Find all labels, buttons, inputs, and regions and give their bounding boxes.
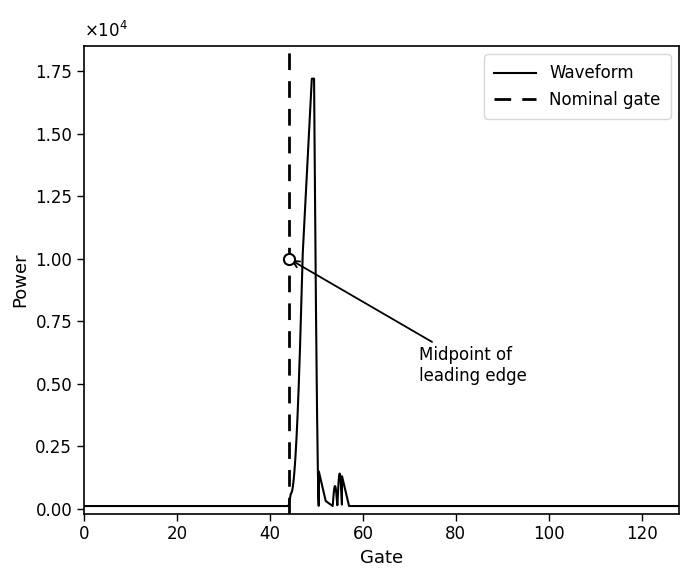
Text: Midpoint of
leading edge: Midpoint of leading edge [293,261,526,385]
Waveform [675,503,683,509]
Waveform [188,503,196,509]
Waveform [307,84,316,91]
Waveform [437,503,445,509]
Nominal gate [284,505,293,512]
Legend: Waveform, Nominal gate: Waveform, Nominal gate [484,54,671,119]
Text: $\times10^4$: $\times10^4$ [84,21,128,42]
Waveform [80,503,88,509]
Waveform [524,503,532,509]
Waveform [467,503,475,509]
Line: Waveform: Waveform [84,78,679,506]
X-axis label: Gate: Gate [360,549,403,567]
Waveform [569,503,577,509]
Y-axis label: Power: Power [12,253,29,307]
Nominal gate [284,505,293,512]
Waveform [307,75,316,82]
